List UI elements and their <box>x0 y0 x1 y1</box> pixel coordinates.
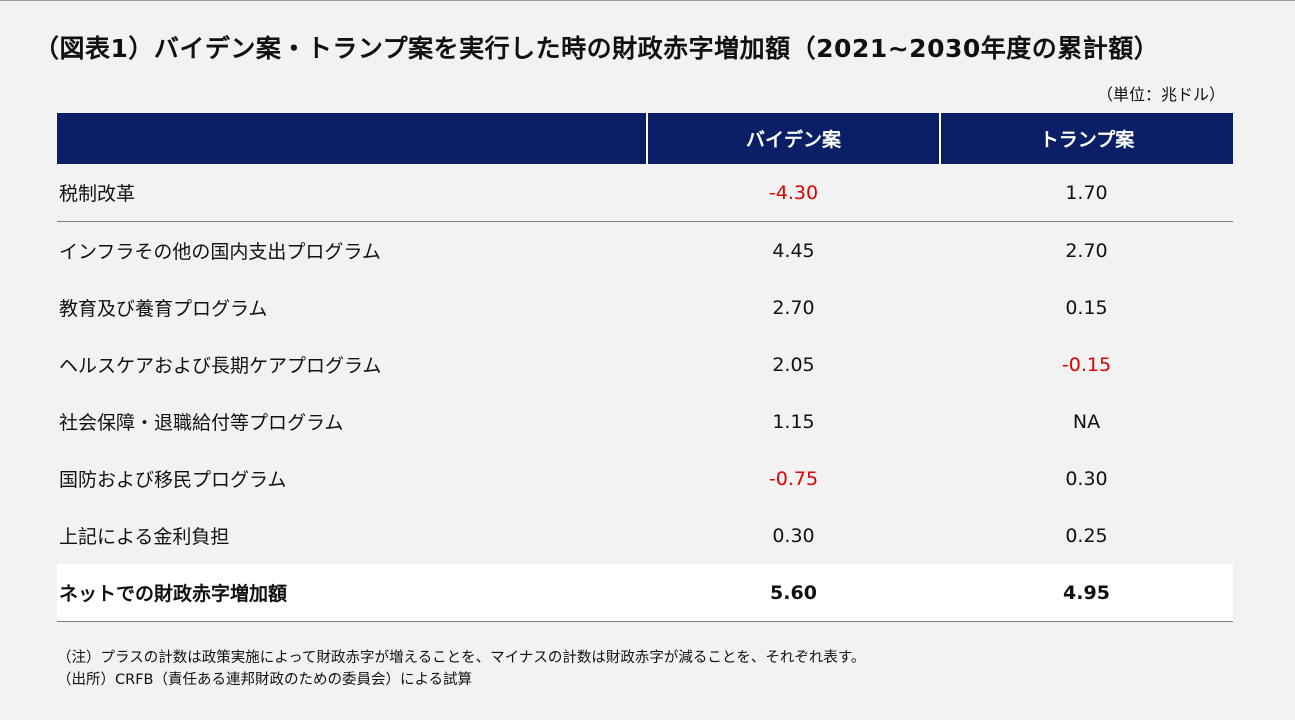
row-label: 国防および移民プログラム <box>59 469 287 491</box>
figure-title: （図表1）バイデン案・トランプ案を実行した時の財政赤字増加額（2021~2030… <box>34 34 1160 63</box>
table-header-row: バイデン案 トランプ案 <box>57 113 1233 164</box>
table-row: 上記による金利負担 0.30 0.25 <box>57 507 1233 564</box>
trump-value: -0.15 <box>1061 353 1112 376</box>
row-label: 社会保障・退職給付等プログラム <box>59 412 344 434</box>
source-line: （出所）CRFB（責任ある連邦財政のための委員会）による試算 <box>57 672 473 688</box>
table-row: インフラその他の国内支出プログラム 4.45 2.70 <box>57 222 1233 280</box>
table-row: 社会保障・退職給付等プログラム 1.15 NA <box>57 393 1233 450</box>
row-label: インフラその他の国内支出プログラム <box>59 241 381 263</box>
row-label: ヘルスケアおよび長期ケアプログラム <box>59 355 382 377</box>
header-item <box>57 113 647 164</box>
total-label: ネットでの財政赤字増加額 <box>57 564 647 622</box>
biden-value: -4.30 <box>647 164 940 222</box>
biden-value: 2.05 <box>772 353 815 376</box>
biden-value: 0.30 <box>772 524 815 547</box>
biden-value: 1.15 <box>772 410 815 433</box>
header-biden: バイデン案 <box>646 113 940 164</box>
header-trump: トランプ案 <box>939 113 1233 164</box>
biden-total: 5.60 <box>647 564 940 622</box>
trump-value: 2.70 <box>1065 239 1108 262</box>
biden-value: 2.70 <box>772 296 815 319</box>
total-row: ネットでの財政赤字増加額 5.60 4.95 <box>57 564 1233 622</box>
biden-value: 4.45 <box>772 239 815 262</box>
table-row: 教育及び養育プログラム 2.70 0.15 <box>57 279 1233 336</box>
table-row: 国防および移民プログラム -0.75 0.30 <box>57 450 1233 507</box>
footnotes: （注）プラスの計数は政策実施によって財政赤字が増えることを、マイナスの計数は財政… <box>57 647 865 691</box>
note-line: （注）プラスの計数は政策実施によって財政赤字が増えることを、マイナスの計数は財政… <box>57 650 866 666</box>
trump-total: 4.95 <box>940 564 1233 622</box>
table-row: ヘルスケアおよび長期ケアプログラム 2.05 -0.15 <box>57 336 1233 393</box>
unit-label: （単位：兆ドル） <box>1096 85 1225 104</box>
trump-value: 0.15 <box>1065 296 1108 319</box>
trump-value: NA <box>1072 410 1101 433</box>
biden-value: -0.75 <box>768 467 819 490</box>
fiscal-deficit-table: バイデン案 トランプ案 税制改革 -4.30 1.70 インフラその他の国内支出… <box>57 113 1233 622</box>
trump-value: 1.70 <box>940 164 1233 222</box>
trump-value: 0.25 <box>1065 524 1108 547</box>
row-label: 税制改革 <box>57 164 647 222</box>
table-row: 税制改革 -4.30 1.70 <box>57 164 1233 222</box>
trump-value: 0.30 <box>1065 467 1108 490</box>
row-label: 教育及び養育プログラム <box>59 298 268 320</box>
row-label: 上記による金利負担 <box>59 526 230 548</box>
